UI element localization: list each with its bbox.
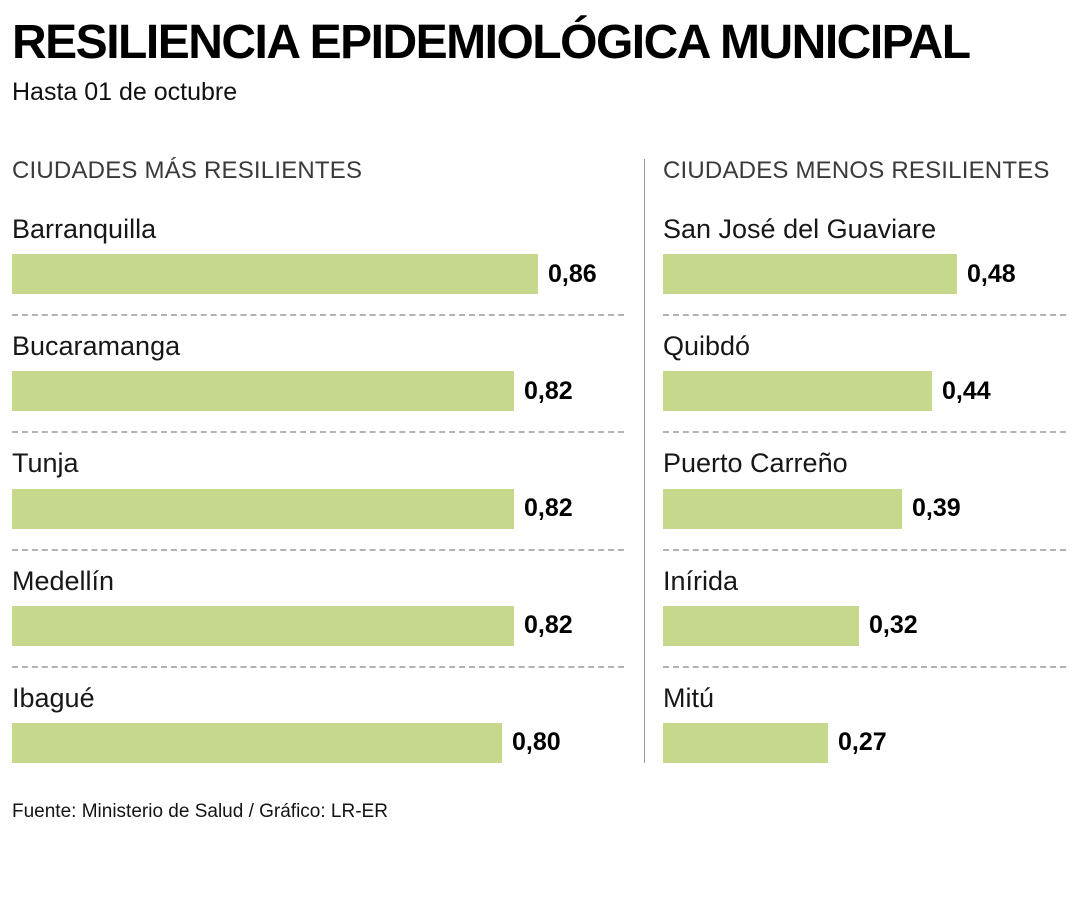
chart-row: Bucaramanga 0,82 xyxy=(12,316,624,434)
city-label: Inírida xyxy=(663,565,739,596)
city-label: Mitú xyxy=(663,682,715,713)
bar-with-value: 0,48 xyxy=(663,254,1066,295)
value-label: 0,27 xyxy=(838,728,887,757)
chart-row: Quibdó 0,44 xyxy=(663,316,1066,434)
value-label: 0,82 xyxy=(524,376,573,405)
chart-row: Medellín 0,82 xyxy=(12,551,624,668)
value-label: 0,80 xyxy=(512,728,561,757)
chart-row: Mitú 0,27 xyxy=(663,668,1066,763)
value-bar xyxy=(663,605,859,646)
bar-with-value: 0,44 xyxy=(663,371,1066,412)
chart-row: Ibagué 0,80 xyxy=(12,668,624,763)
bar-rows-less: San José del Guaviare 0,48 Quibdó 0,44 Puert… xyxy=(663,199,1066,763)
chart-row: Puerto Carreño 0,39 xyxy=(663,433,1066,551)
chart-columns: CIUDADES MÁS RESILIENTES Barranquilla 0,8… xyxy=(12,157,1066,763)
value-label: 0,82 xyxy=(524,611,573,640)
value-label: 0,39 xyxy=(912,494,961,523)
bar-with-value: 0,82 xyxy=(12,488,624,529)
value-bar xyxy=(663,722,828,763)
city-label: Medellín xyxy=(12,565,115,596)
bar-with-value: 0,32 xyxy=(663,605,1066,646)
value-bar xyxy=(12,254,538,295)
city-label: Tunja xyxy=(12,448,79,479)
value-label: 0,82 xyxy=(524,494,573,523)
column-divider xyxy=(644,159,645,763)
page-title: RESILIENCIA EPIDEMIOLÓGICA MUNICIPAL xyxy=(12,16,971,69)
city-label: Puerto Carreño xyxy=(663,448,848,479)
column-most-resilient: CIUDADES MÁS RESILIENTES Barranquilla 0,8… xyxy=(12,157,624,763)
source-note: Fuente: Ministerio de Salud / Gráfico: L… xyxy=(12,800,388,822)
chart-row: Barranquilla 0,86 xyxy=(12,199,624,317)
city-label: Ibagué xyxy=(12,682,95,713)
value-bar xyxy=(12,722,502,763)
bar-with-value: 0,82 xyxy=(12,605,624,646)
subtitle: Hasta 01 de octubre xyxy=(12,78,238,107)
city-label: San José del Guaviare xyxy=(663,214,937,245)
value-label: 0,48 xyxy=(967,259,1016,288)
value-label: 0,86 xyxy=(548,259,597,288)
value-bar xyxy=(12,605,514,646)
value-bar xyxy=(12,488,514,529)
chart-row: Tunja 0,82 xyxy=(12,433,624,551)
city-label: Bucaramanga xyxy=(12,331,181,362)
value-bar xyxy=(663,254,957,295)
bar-with-value: 0,39 xyxy=(663,488,1066,529)
column-less-resilient: CIUDADES MENOS RESILIENTES San José del … xyxy=(663,157,1066,763)
city-label: Barranquilla xyxy=(12,214,157,245)
chart-row: San José del Guaviare 0,48 xyxy=(663,199,1066,317)
bar-rows-most: Barranquilla 0,86 Bucaramanga 0,82 Tunja 0,82… xyxy=(12,199,624,763)
bar-with-value: 0,86 xyxy=(12,254,624,295)
bar-with-value: 0,27 xyxy=(663,722,1066,763)
column-header-less: CIUDADES MENOS RESILIENTES xyxy=(663,157,1050,185)
city-label: Quibdó xyxy=(663,331,751,362)
chart-row: Inírida 0,32 xyxy=(663,551,1066,668)
value-label: 0,44 xyxy=(942,376,991,405)
column-header-most: CIUDADES MÁS RESILIENTES xyxy=(12,157,363,185)
value-label: 0,32 xyxy=(869,611,918,640)
bar-with-value: 0,82 xyxy=(12,371,624,412)
bar-with-value: 0,80 xyxy=(12,722,624,763)
value-bar xyxy=(12,371,514,412)
value-bar xyxy=(663,371,932,412)
value-bar xyxy=(663,488,902,529)
